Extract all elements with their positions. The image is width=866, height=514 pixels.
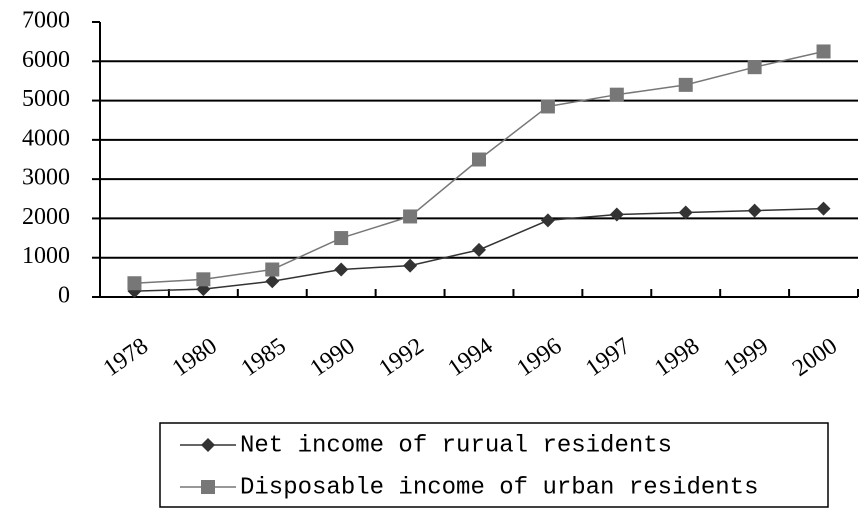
legend-box [159,422,829,508]
marker [747,60,762,75]
marker [201,480,215,494]
marker [609,207,624,222]
x-tick-label: 1996 [512,333,566,382]
x-tick-label: 1980 [168,333,222,382]
marker [403,258,418,273]
marker [816,44,831,59]
y-tick-label: 6000 [22,47,70,73]
y-tick-label: 0 [58,283,70,309]
marker [472,242,486,257]
x-tick-label: 1998 [650,333,704,382]
marker [678,205,693,220]
marker [540,99,555,114]
marker [127,276,142,291]
y-tick-label: 5000 [22,86,70,112]
x-tick-label: 1985 [237,333,291,382]
marker [816,201,831,216]
x-tick-label: 1992 [374,333,428,382]
marker [334,231,349,246]
x-tick-label: 1990 [306,333,360,382]
marker [403,209,418,224]
x-tick-label: 2000 [788,333,842,382]
y-tick-label: 2000 [22,204,70,230]
x-tick-label: 1997 [581,333,635,382]
marker [334,262,349,277]
y-tick-label: 4000 [22,125,70,151]
x-tick-label: 1994 [443,333,497,382]
y-tick-label: 1000 [22,243,70,269]
marker [678,77,693,92]
marker [472,152,486,167]
marker [265,274,280,289]
marker [196,272,211,287]
x-tick-label: 1999 [719,333,773,382]
marker [201,438,215,452]
legend-label: Disposable income of urban residents [240,474,758,501]
marker [609,87,624,102]
legend-label: Net income of rurual residents [240,432,672,459]
x-tick-label: 1978 [99,333,153,382]
y-tick-label: 7000 [22,8,70,34]
y-tick-label: 3000 [22,165,70,191]
marker [747,203,762,218]
marker [265,262,280,277]
marker [540,213,555,228]
